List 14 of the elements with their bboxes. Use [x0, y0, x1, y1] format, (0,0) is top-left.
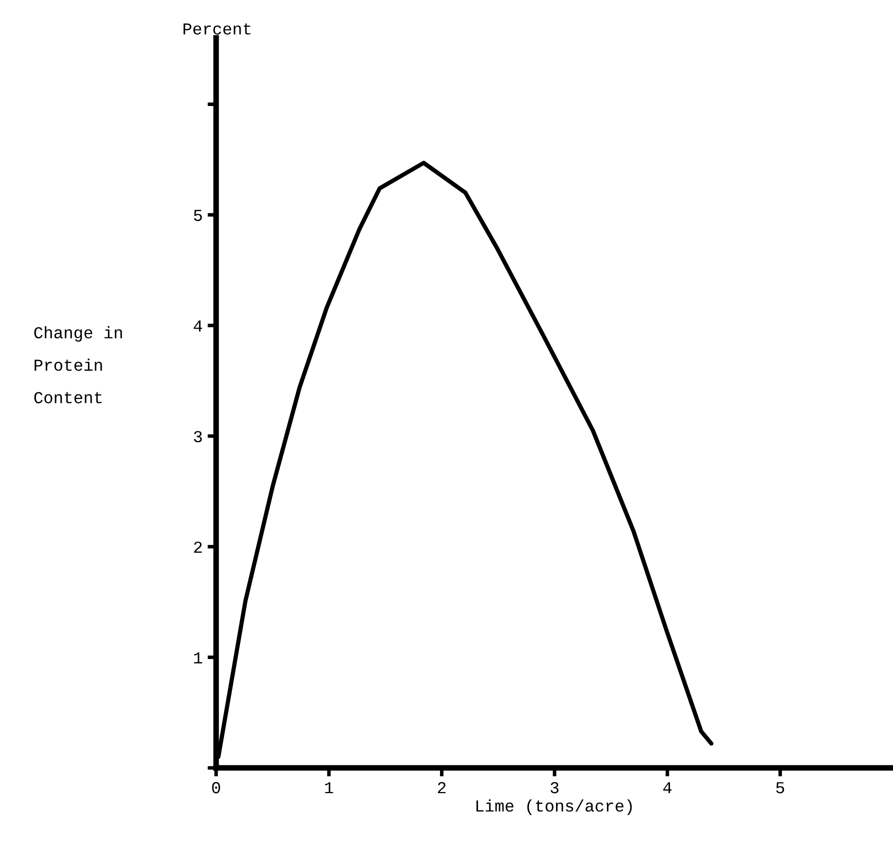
y-tick-label: 5 [194, 210, 202, 222]
y-tick-label: 2 [194, 542, 202, 553]
x-tick-label: 3 [550, 782, 558, 794]
y-tick-label: 3 [194, 430, 202, 442]
text: Change in Protein Content [34, 326, 122, 404]
x-tick-label: 0 [212, 782, 220, 794]
text: Percent [184, 23, 251, 35]
x-tick-label: 4 [663, 782, 672, 794]
x-axis-title: Lime (tons/acre) [476, 799, 632, 815]
y-tick-label: 1 [194, 652, 202, 664]
x-tick-label: 1 [325, 782, 334, 794]
x-tick-label: 2 [438, 782, 446, 794]
y-tick-label: 4 [194, 320, 202, 332]
x-tick-label: 5 [776, 782, 784, 794]
